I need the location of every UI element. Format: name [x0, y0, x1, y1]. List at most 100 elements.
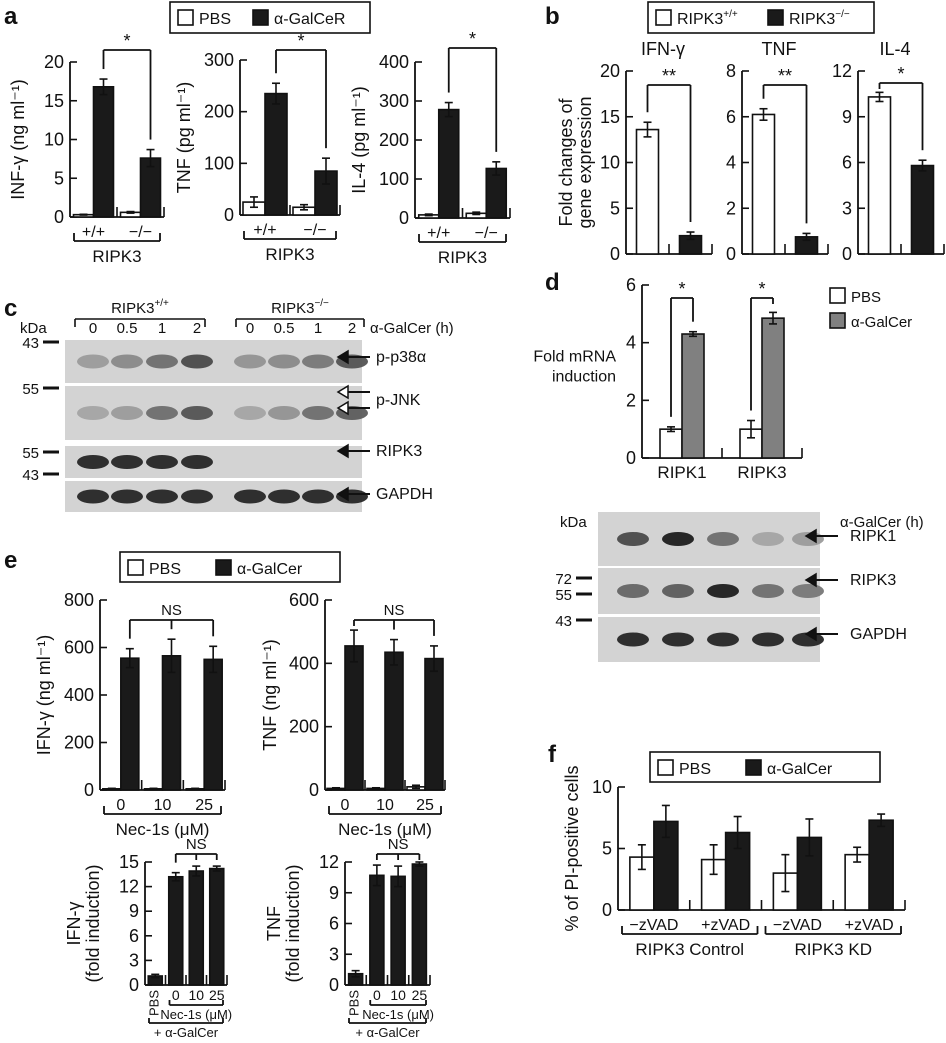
legend-swatch: [177, 9, 194, 26]
legend-label-text: PBS: [149, 561, 181, 578]
y-tick-label: 200: [379, 130, 409, 150]
panel-letter-a: a: [4, 3, 18, 30]
marker-label: 55: [555, 587, 572, 604]
bar--galcer: [161, 655, 182, 791]
blot-row-label: GAPDH: [376, 486, 433, 503]
treatment-label: α-GalCer (h): [370, 320, 454, 337]
bar--galcer: [344, 645, 364, 791]
significance-label: NS: [161, 602, 182, 619]
x-group-label: Nec-1s (μM): [160, 1007, 232, 1022]
x-category-label: RIPK3: [737, 463, 786, 482]
blot-row-label: RIPK3: [376, 443, 422, 460]
y-axis-label: (fold induction): [83, 864, 103, 982]
y-tick-label: 0: [626, 448, 636, 468]
y-axis-label: IFN-γ (ng ml⁻¹): [34, 635, 54, 756]
bar-ripk3-: [635, 128, 660, 255]
y-axis-label: INF-γ (ng ml⁻¹): [8, 79, 28, 200]
legend-label: PBS: [851, 289, 881, 306]
y-tick-label: 0: [309, 780, 319, 800]
blot-band: [146, 354, 178, 369]
y-tick-label: 400: [289, 653, 319, 673]
x-group-label: Nec-1s (μM): [362, 1007, 434, 1022]
lane-label: 2: [193, 320, 201, 337]
x-group-label: RIPK3 KD: [795, 940, 872, 959]
chart-title: IL-4: [879, 39, 910, 59]
legend-label-text: α-GalCer: [237, 561, 303, 578]
significance-label: NS: [384, 602, 405, 619]
legend-label: α-GalCer: [851, 314, 912, 331]
y-tick-label: 20: [600, 61, 620, 81]
y-tick-label: 4: [626, 333, 636, 353]
x-category-label: +/+: [82, 224, 105, 241]
bar-ripk3-: [867, 96, 892, 255]
y-tick-label: 300: [379, 91, 409, 111]
x-category-label: −zVAD: [773, 917, 822, 934]
blot-band: [77, 354, 109, 369]
lane-label: 2: [348, 320, 356, 337]
x-category-label: 0: [172, 987, 180, 1003]
blot-band: [111, 406, 143, 420]
y-tick-label: 3: [129, 950, 139, 970]
blot-group-label-sup: −/−: [314, 298, 329, 309]
y-axis-label: IL-4 (pg ml⁻¹): [349, 86, 369, 194]
legend-label-text: RIPK3: [789, 11, 835, 28]
y-tick-label: 9: [329, 883, 339, 903]
x-category-label: −zVAD: [629, 917, 678, 934]
blot-band: [181, 489, 213, 504]
legend-label: α-GalCer: [237, 561, 303, 578]
bar-fold-induction: [188, 870, 205, 986]
legend-box-b: [647, 1, 875, 34]
bar--galcer: [868, 819, 894, 911]
bar-pbs: [844, 853, 870, 911]
y-tick-label: 9: [129, 901, 139, 921]
blot-band: [662, 632, 694, 647]
legend-swatch: [745, 759, 762, 776]
y-tick-label: 0: [129, 975, 139, 995]
arrow-icon: [336, 400, 349, 416]
legend-label-text: α-GalCer: [851, 314, 912, 331]
marker-label: 43: [22, 467, 39, 484]
x-category-label: 0: [373, 987, 381, 1003]
legend-label: PBS: [149, 561, 181, 578]
y-axis-label: TNF (pg ml⁻¹): [174, 82, 194, 194]
x-group-label: Nec-1s (μM): [116, 820, 210, 839]
legend-swatch: [767, 9, 784, 26]
significance-label: *: [469, 29, 476, 49]
lane-label: 1: [314, 320, 322, 337]
blot-band: [617, 584, 649, 598]
legend-label: α-GalCeR: [274, 11, 345, 28]
x-group-label: Nec-1s (μM): [338, 820, 432, 839]
lane-label: 0.5: [117, 320, 138, 337]
significance-label: *: [123, 31, 130, 51]
legend-swatch: [829, 312, 846, 329]
legend-swatch: [657, 759, 674, 776]
y-tick-label: 15: [44, 91, 64, 111]
arrow-icon: [336, 349, 349, 365]
blot-band: [662, 584, 694, 598]
y-tick-label: 0: [329, 975, 339, 995]
blot-band: [234, 489, 266, 504]
legend-box-a: [169, 1, 371, 34]
x-category-label: 0: [116, 797, 125, 814]
legend-label: RIPK3+/+: [677, 9, 738, 28]
y-tick-label: 15: [119, 852, 139, 872]
x-category-label: +zVAD: [701, 917, 750, 934]
blot-band: [77, 406, 109, 420]
legend-label: PBS: [679, 761, 711, 778]
blot-band: [302, 406, 334, 420]
chart-title: TNF: [762, 39, 797, 59]
y-axis-label: TNF: [264, 906, 284, 941]
arrow-icon: [336, 384, 349, 400]
y-tick-label: 200: [289, 717, 319, 737]
y-axis-label: IFN-γ: [64, 902, 84, 946]
blot-band: [752, 532, 784, 546]
y-tick-label: 0: [602, 900, 612, 920]
y-tick-label: 9: [842, 107, 852, 127]
blot-band: [234, 406, 266, 420]
bar-pbs: [659, 428, 683, 459]
y-tick-label: 3: [329, 944, 339, 964]
arrow-icon: [804, 572, 817, 588]
blot-band: [752, 632, 784, 647]
x-category-label: 25: [416, 797, 434, 814]
marker-label: 43: [555, 613, 572, 630]
